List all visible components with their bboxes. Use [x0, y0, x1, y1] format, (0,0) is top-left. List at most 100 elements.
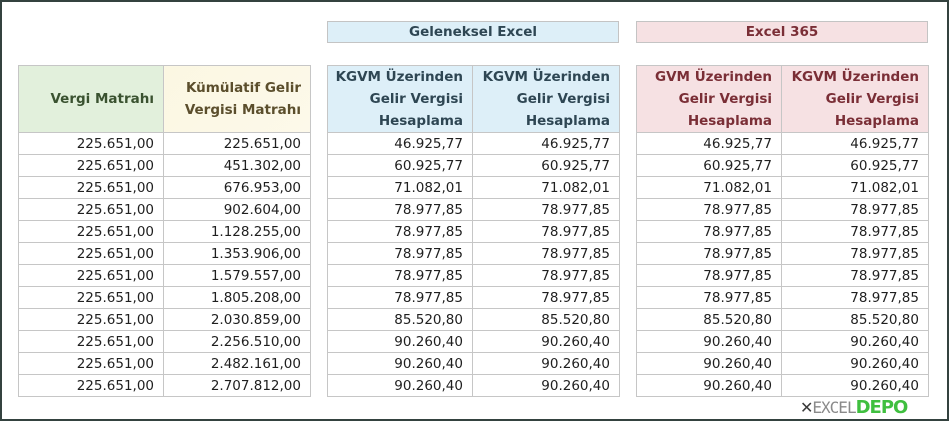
logo-text-depo: DEPO: [855, 397, 909, 418]
table-cell[interactable]: 2.030.859,00: [163, 308, 311, 331]
header-kumulatif-matrah[interactable]: Kümülatif Gelir Vergisi Matrahı: [163, 65, 311, 133]
table-cell[interactable]: 78.977,85: [636, 264, 782, 287]
table-cell[interactable]: 451.302,00: [163, 154, 311, 177]
table-row: 225.651,00 451.302,00: [18, 154, 311, 177]
table-cell[interactable]: 1.805.208,00: [163, 286, 311, 309]
table-cell[interactable]: 225.651,00: [18, 154, 164, 177]
table-cell[interactable]: 225.651,00: [18, 308, 164, 331]
table-cell[interactable]: 60.925,77: [472, 154, 620, 177]
table-cell[interactable]: 78.977,85: [327, 242, 473, 265]
table-cell[interactable]: 78.977,85: [636, 220, 782, 243]
table-cell[interactable]: 225.651,00: [18, 286, 164, 309]
table-cell[interactable]: 46.925,77: [327, 132, 473, 155]
table-cell[interactable]: 2.482.161,00: [163, 352, 311, 375]
header-line: Gelir Vergisi: [516, 91, 610, 107]
table-excel-365: GVM Üzerinden Gelir Vergisi Hesaplama KGVM…: [636, 65, 929, 397]
table-cell[interactable]: 90.260,40: [781, 374, 929, 397]
table-cell[interactable]: 85.520,80: [636, 308, 782, 331]
table-cell[interactable]: 225.651,00: [18, 330, 164, 353]
table-cell[interactable]: 225.651,00: [18, 242, 164, 265]
table-cell[interactable]: 78.977,85: [472, 198, 620, 221]
table-row: 78.977,85 78.977,85: [636, 242, 929, 265]
table-cell[interactable]: 71.082,01: [781, 176, 929, 199]
table-cell[interactable]: 90.260,40: [636, 330, 782, 353]
table-cell[interactable]: 78.977,85: [327, 198, 473, 221]
table-cell[interactable]: 1.128.255,00: [163, 220, 311, 243]
table-cell[interactable]: 2.256.510,00: [163, 330, 311, 353]
table-row: 225.651,00 1.805.208,00: [18, 286, 311, 309]
table-row: 78.977,85 78.977,85: [327, 286, 620, 309]
table-cell[interactable]: 78.977,85: [472, 220, 620, 243]
header-line: KGVM Üzerinden: [482, 69, 610, 85]
table-cell[interactable]: 902.604,00: [163, 198, 311, 221]
table-cell[interactable]: 78.977,85: [472, 286, 620, 309]
header-gvm-calc[interactable]: GVM Üzerinden Gelir Vergisi Hesaplama: [636, 65, 782, 133]
table-cell[interactable]: 90.260,40: [781, 330, 929, 353]
table-cell[interactable]: 676.953,00: [163, 176, 311, 199]
table-cell[interactable]: 78.977,85: [636, 242, 782, 265]
table-cell[interactable]: 90.260,40: [472, 330, 620, 353]
table-cell[interactable]: 78.977,85: [781, 242, 929, 265]
table-cell[interactable]: 46.925,77: [781, 132, 929, 155]
header-line: Kümülatif Gelir: [185, 80, 301, 96]
header-kgvm-calc-1[interactable]: KGVM Üzerinden Gelir Vergisi Hesaplama: [327, 65, 473, 133]
table-cell[interactable]: 78.977,85: [781, 264, 929, 287]
table-cell[interactable]: 71.082,01: [472, 176, 620, 199]
table-cell[interactable]: 90.260,40: [327, 352, 473, 375]
table-cell[interactable]: 78.977,85: [327, 220, 473, 243]
table-cell[interactable]: 78.977,85: [327, 264, 473, 287]
header-line: Hesaplama: [834, 113, 919, 129]
table-cell[interactable]: 225.651,00: [18, 374, 164, 397]
table-cell[interactable]: 78.977,85: [781, 220, 929, 243]
table-row: 90.260,40 90.260,40: [636, 374, 929, 397]
table-cell[interactable]: 46.925,77: [472, 132, 620, 155]
table-cell[interactable]: 60.925,77: [636, 154, 782, 177]
table-cell[interactable]: 71.082,01: [636, 176, 782, 199]
table-cell[interactable]: 90.260,40: [472, 352, 620, 375]
table-cell[interactable]: 78.977,85: [636, 198, 782, 221]
table-cell[interactable]: 225.651,00: [18, 264, 164, 287]
table-cell[interactable]: 71.082,01: [327, 176, 473, 199]
table-cell[interactable]: 90.260,40: [327, 374, 473, 397]
header-kgvm-calc[interactable]: KGVM Üzerinden Gelir Vergisi Hesaplama: [781, 65, 929, 133]
table-cell[interactable]: 225.651,00: [18, 352, 164, 375]
table-cell[interactable]: 2.707.812,00: [163, 374, 311, 397]
table-row: 90.260,40 90.260,40: [636, 330, 929, 353]
table-row: 225.651,00 1.579.557,00: [18, 264, 311, 287]
table-cell[interactable]: 90.260,40: [636, 374, 782, 397]
table-cell[interactable]: 1.579.557,00: [163, 264, 311, 287]
table-cell[interactable]: 225.651,00: [18, 132, 164, 155]
table-cell[interactable]: 90.260,40: [781, 352, 929, 375]
table-cell[interactable]: 78.977,85: [327, 286, 473, 309]
table-cell[interactable]: 46.925,77: [636, 132, 782, 155]
table-row: 90.260,40 90.260,40: [327, 352, 620, 375]
table-row: 78.977,85 78.977,85: [636, 264, 929, 287]
header-kgvm-calc-2[interactable]: KGVM Üzerinden Gelir Vergisi Hesaplama: [472, 65, 620, 133]
header-line: Gelir Vergisi: [369, 91, 463, 107]
table-row: 225.651,00 902.604,00: [18, 198, 311, 221]
table-cell[interactable]: 225.651,00: [18, 220, 164, 243]
header-vergi-matrahi[interactable]: Vergi Matrahı: [18, 65, 164, 133]
table-cell[interactable]: 78.977,85: [472, 264, 620, 287]
table-cell[interactable]: 90.260,40: [636, 352, 782, 375]
table-cell[interactable]: 90.260,40: [472, 374, 620, 397]
table-cell[interactable]: 60.925,77: [327, 154, 473, 177]
table-cell[interactable]: 78.977,85: [472, 242, 620, 265]
table-cell[interactable]: 78.977,85: [781, 198, 929, 221]
table-cell[interactable]: 225.651,00: [18, 176, 164, 199]
table-cell[interactable]: 78.977,85: [781, 286, 929, 309]
table-cell[interactable]: 225.651,00: [18, 198, 164, 221]
table-cell[interactable]: 85.520,80: [472, 308, 620, 331]
table-cell[interactable]: 85.520,80: [327, 308, 473, 331]
table-cell[interactable]: 1.353.906,00: [163, 242, 311, 265]
table-row: 46.925,77 46.925,77: [327, 132, 620, 155]
table-cell[interactable]: 60.925,77: [781, 154, 929, 177]
table-cell[interactable]: 90.260,40: [327, 330, 473, 353]
table-row: 78.977,85 78.977,85: [636, 198, 929, 221]
table-row: 60.925,77 60.925,77: [327, 154, 620, 177]
header-line: Vergi Matrahı: [50, 91, 154, 107]
table-cell[interactable]: 85.520,80: [781, 308, 929, 331]
table-cell[interactable]: 78.977,85: [636, 286, 782, 309]
table-row: 85.520,80 85.520,80: [636, 308, 929, 331]
table-cell[interactable]: 225.651,00: [163, 132, 311, 155]
